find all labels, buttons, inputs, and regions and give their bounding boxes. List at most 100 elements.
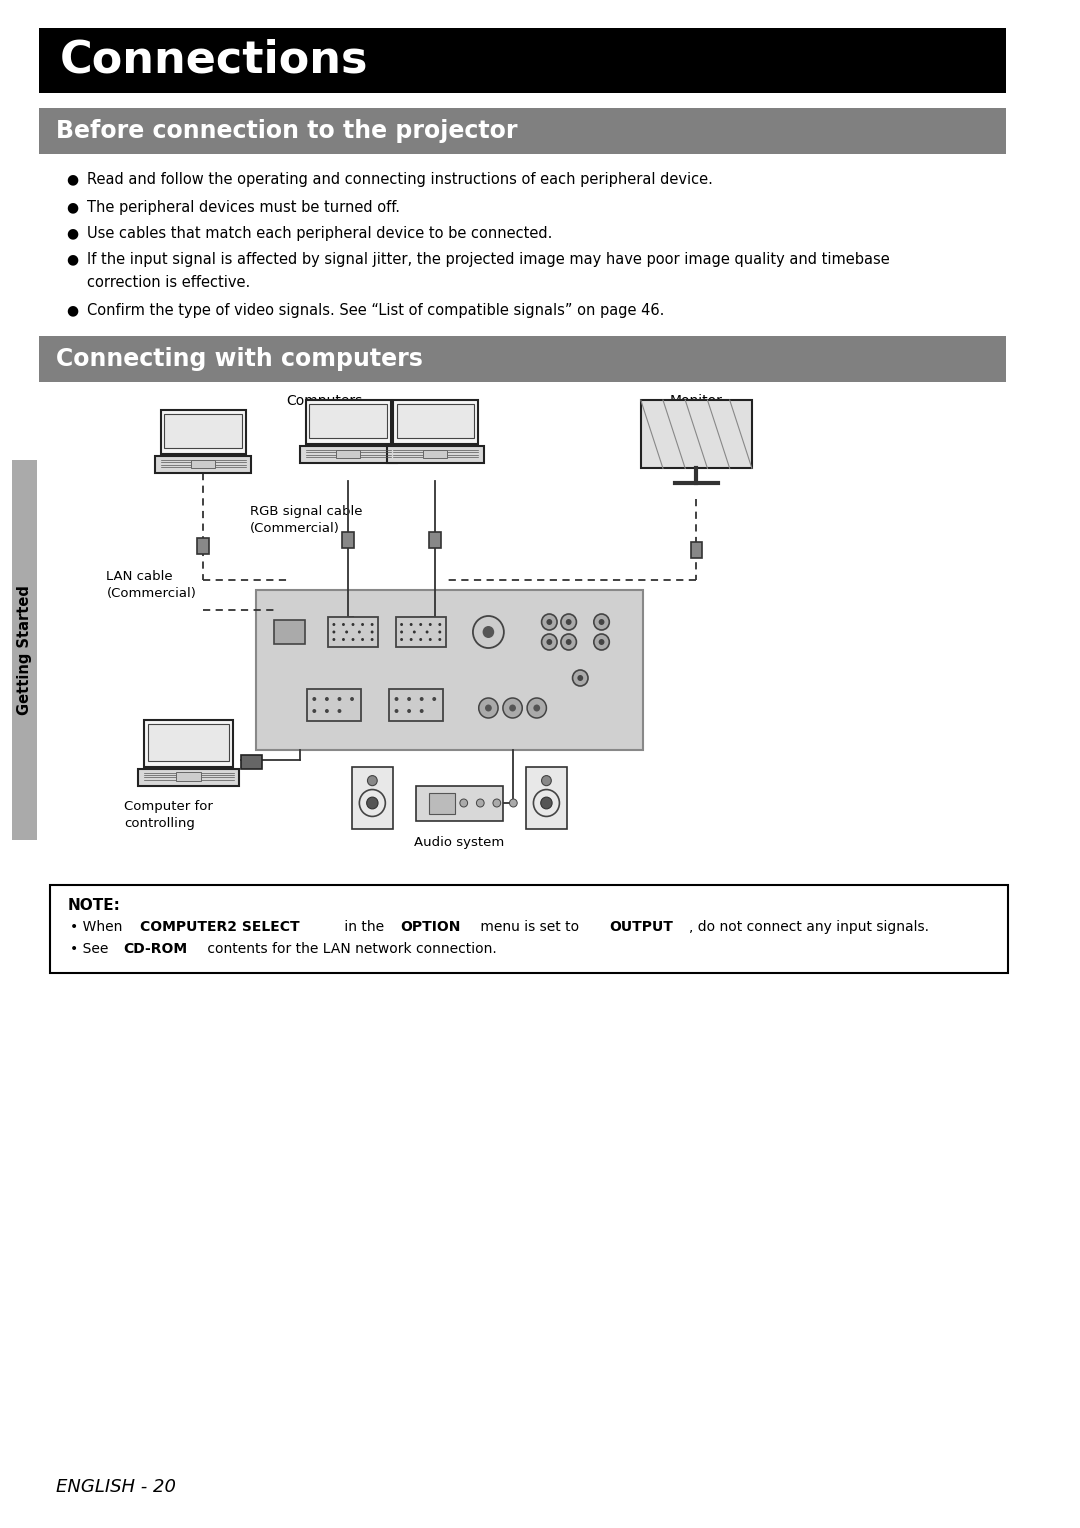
Circle shape xyxy=(361,639,364,642)
Bar xyxy=(396,403,474,439)
Circle shape xyxy=(338,697,341,701)
Circle shape xyxy=(401,623,403,626)
Circle shape xyxy=(527,698,546,718)
Circle shape xyxy=(342,639,345,642)
Text: • See: • See xyxy=(69,941,112,957)
Circle shape xyxy=(333,639,336,642)
Bar xyxy=(198,538,208,555)
Bar xyxy=(526,767,567,830)
Bar xyxy=(430,532,441,549)
Text: Before connection to the projector: Before connection to the projector xyxy=(56,119,517,144)
Circle shape xyxy=(420,697,423,701)
Circle shape xyxy=(476,799,484,807)
Bar xyxy=(423,449,447,458)
Circle shape xyxy=(342,623,345,626)
Text: menu is set to: menu is set to xyxy=(475,920,583,934)
Circle shape xyxy=(401,631,403,634)
Circle shape xyxy=(333,631,336,634)
Circle shape xyxy=(546,639,552,645)
Circle shape xyxy=(598,639,605,645)
Circle shape xyxy=(460,799,468,807)
Bar xyxy=(328,617,378,646)
Bar xyxy=(161,410,245,454)
Circle shape xyxy=(438,623,442,626)
Circle shape xyxy=(578,675,583,681)
Text: Use cables that match each peripheral device to be connected.: Use cables that match each peripheral de… xyxy=(87,226,552,241)
Circle shape xyxy=(566,639,571,645)
Circle shape xyxy=(312,697,316,701)
Circle shape xyxy=(361,623,364,626)
Circle shape xyxy=(561,634,577,649)
Circle shape xyxy=(333,623,336,626)
Bar xyxy=(310,403,387,439)
Circle shape xyxy=(483,626,495,639)
Circle shape xyxy=(370,631,374,634)
Text: If the input signal is affected by signal jitter, the projected image may have p: If the input signal is affected by signa… xyxy=(87,252,890,267)
Text: Connecting with computers: Connecting with computers xyxy=(56,347,423,371)
Bar xyxy=(416,785,503,821)
Text: • When: • When xyxy=(69,920,126,934)
Bar xyxy=(39,28,1005,93)
Text: RGB signal cable
(Commercial): RGB signal cable (Commercial) xyxy=(249,504,362,535)
Bar xyxy=(387,446,484,463)
Circle shape xyxy=(413,631,416,634)
Text: Computers: Computers xyxy=(286,394,362,408)
Bar xyxy=(256,590,644,750)
Circle shape xyxy=(370,639,374,642)
Circle shape xyxy=(419,639,422,642)
Bar xyxy=(144,720,233,767)
Bar xyxy=(164,414,242,448)
Circle shape xyxy=(478,698,498,718)
Text: ●: ● xyxy=(66,200,78,214)
Circle shape xyxy=(346,631,348,634)
Circle shape xyxy=(394,697,399,701)
Text: CD-ROM: CD-ROM xyxy=(123,941,187,957)
Circle shape xyxy=(409,623,413,626)
Circle shape xyxy=(432,697,436,701)
Bar xyxy=(306,400,391,445)
Circle shape xyxy=(367,776,377,785)
Bar xyxy=(395,617,446,646)
Text: , do not connect any input signals.: , do not connect any input signals. xyxy=(689,920,930,934)
Text: The peripheral devices must be turned off.: The peripheral devices must be turned of… xyxy=(87,200,400,215)
Circle shape xyxy=(473,616,504,648)
Bar xyxy=(241,755,262,769)
Text: NOTE:: NOTE: xyxy=(68,898,121,914)
Circle shape xyxy=(429,623,432,626)
Text: OUTPUT: OUTPUT xyxy=(610,920,674,934)
Text: OPTION: OPTION xyxy=(401,920,460,934)
Text: ●: ● xyxy=(66,252,78,266)
Bar xyxy=(307,689,361,721)
Text: Monitor: Monitor xyxy=(670,394,723,408)
Circle shape xyxy=(438,631,442,634)
Circle shape xyxy=(325,709,328,714)
Bar xyxy=(342,532,354,549)
Text: contents for the LAN network connection.: contents for the LAN network connection. xyxy=(203,941,497,957)
Text: correction is effective.: correction is effective. xyxy=(87,275,251,290)
Text: ●: ● xyxy=(66,173,78,186)
Text: ●: ● xyxy=(66,226,78,240)
Circle shape xyxy=(572,669,588,686)
Text: Computer for
controlling: Computer for controlling xyxy=(124,801,213,830)
Text: ●: ● xyxy=(66,303,78,316)
Circle shape xyxy=(594,634,609,649)
Circle shape xyxy=(492,799,501,807)
Circle shape xyxy=(325,697,328,701)
Circle shape xyxy=(485,704,491,712)
Circle shape xyxy=(561,614,577,630)
Bar xyxy=(336,449,361,458)
Circle shape xyxy=(352,623,354,626)
Text: ENGLISH - 20: ENGLISH - 20 xyxy=(56,1478,176,1496)
Circle shape xyxy=(598,619,605,625)
Circle shape xyxy=(409,639,413,642)
Bar xyxy=(690,542,702,558)
Text: Read and follow the operating and connecting instructions of each peripheral dev: Read and follow the operating and connec… xyxy=(87,173,713,186)
Text: Audio system: Audio system xyxy=(415,836,504,850)
Circle shape xyxy=(541,614,557,630)
Circle shape xyxy=(438,639,442,642)
Circle shape xyxy=(350,697,354,701)
Circle shape xyxy=(429,639,432,642)
Circle shape xyxy=(541,776,551,785)
Circle shape xyxy=(420,709,423,714)
Circle shape xyxy=(510,799,517,807)
